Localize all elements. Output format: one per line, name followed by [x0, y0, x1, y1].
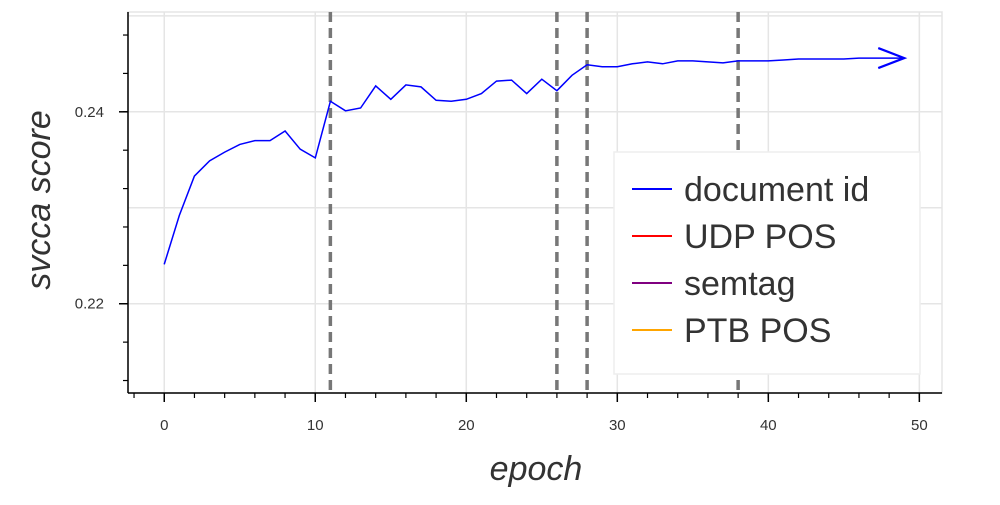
- x-tick-label: 0: [160, 417, 168, 434]
- legend-label: document id: [684, 171, 869, 209]
- x-tick-label: 10: [307, 417, 324, 434]
- y-axis-title: svcca score: [20, 110, 58, 290]
- axes: 0 10 20 30 40 50 0.22 0.24: [75, 12, 942, 434]
- series-line-0: [163, 57, 905, 265]
- series-arrow-head: [877, 47, 908, 70]
- y-tick-label: 0.22: [75, 296, 104, 313]
- legend-label: PTB POS: [684, 312, 831, 350]
- x-axis-title: epoch: [490, 450, 583, 488]
- legend-label: UDP POS: [684, 218, 836, 256]
- y-tick-label: 0.24: [75, 104, 104, 121]
- legend-label: semtag: [684, 265, 796, 303]
- x-tick-label: 30: [609, 417, 626, 434]
- x-tick-label: 40: [760, 417, 777, 434]
- x-tick-label: 50: [911, 417, 928, 434]
- legend: document id UDP POS semtag PTB POS: [613, 151, 921, 375]
- series: [163, 47, 908, 265]
- x-tick-label: 20: [458, 417, 475, 434]
